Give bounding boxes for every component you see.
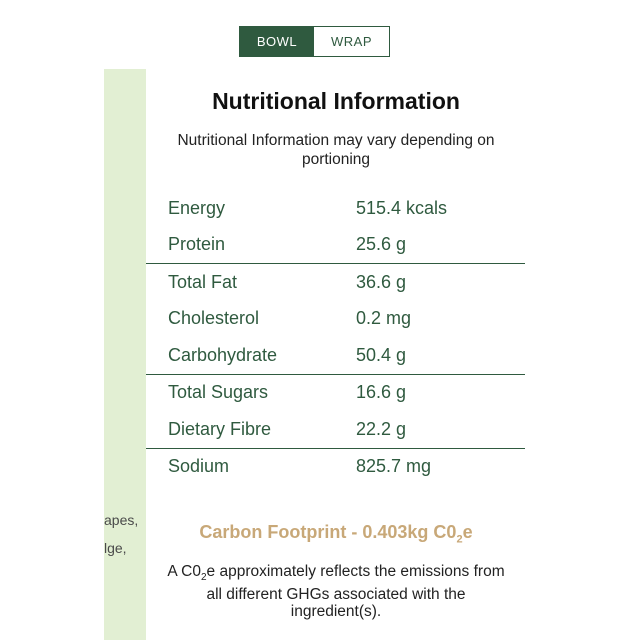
page-title: Nutritional Information [212,88,460,114]
nutrient-value: 36.6 g [356,271,407,292]
carbon-footprint-heading: Carbon Footprint - 0.403kg C02e [146,522,526,546]
nutrient-value: 515.4 kcals [356,197,448,218]
nutrient-label: Cholesterol [168,308,260,329]
truncated-ingredients-line-2: lge, [104,540,127,556]
nutrient-value: 25.6 g [356,234,407,255]
nutrition-row-sodium: Sodium 825.7 mg [146,449,525,486]
truncated-ingredients-line-1: apes, [104,512,139,528]
nutrient-label: Sodium [168,456,230,477]
portioning-disclaimer: Nutritional Information may vary dependi… [177,132,495,168]
nutrient-label: Total Fat [168,271,238,292]
nutrition-row-carbohydrate: Carbohydrate 50.4 g [146,337,525,375]
nutrient-value: 22.2 g [356,418,407,439]
nutrient-value: 0.2 mg [356,308,412,329]
nutrition-row-dietary-fibre: Dietary Fibre 22.2 g [146,411,525,449]
nutrient-value: 825.7 mg [356,456,432,477]
nutrient-label: Total Sugars [168,382,269,403]
carbon-note-suffix: e approximately reflects the emissions f… [206,563,505,621]
nutrition-row-energy: Energy 515.4 kcals [146,190,525,227]
bowl-tab[interactable]: BOWL [240,27,314,56]
nutrition-row-total-fat: Total Fat 36.6 g [146,264,525,301]
carbon-footprint-note: A C02e approximately reflects the emissi… [166,563,506,620]
side-panel [104,69,146,640]
nutrition-row-total-sugars: Total Sugars 16.6 g [146,375,525,412]
nutrient-label: Carbohydrate [168,344,278,365]
nutrition-row-protein: Protein 25.6 g [146,227,525,264]
carbon-title-prefix: Carbon Footprint - 0.403kg C0 [199,522,457,542]
nutrient-value: 50.4 g [356,344,407,365]
nutrition-row-cholesterol: Cholesterol 0.2 mg [146,301,525,338]
nutrient-value: 16.6 g [356,382,407,403]
carbon-title-subscript: 2 [456,533,463,546]
nutrient-label: Energy [168,197,226,218]
nutrient-label: Dietary Fibre [168,418,272,439]
carbon-note-prefix: A C0 [167,563,201,580]
nutrition-table: Energy 515.4 kcals Protein 25.6 g Total … [146,190,525,485]
wrap-tab[interactable]: WRAP [314,27,389,56]
carbon-title-suffix: e [462,522,473,542]
carbon-note-subscript: 2 [200,572,207,584]
bowl-wrap-toggle: BOWL WRAP [239,26,390,57]
nutrient-label: Protein [168,234,226,255]
